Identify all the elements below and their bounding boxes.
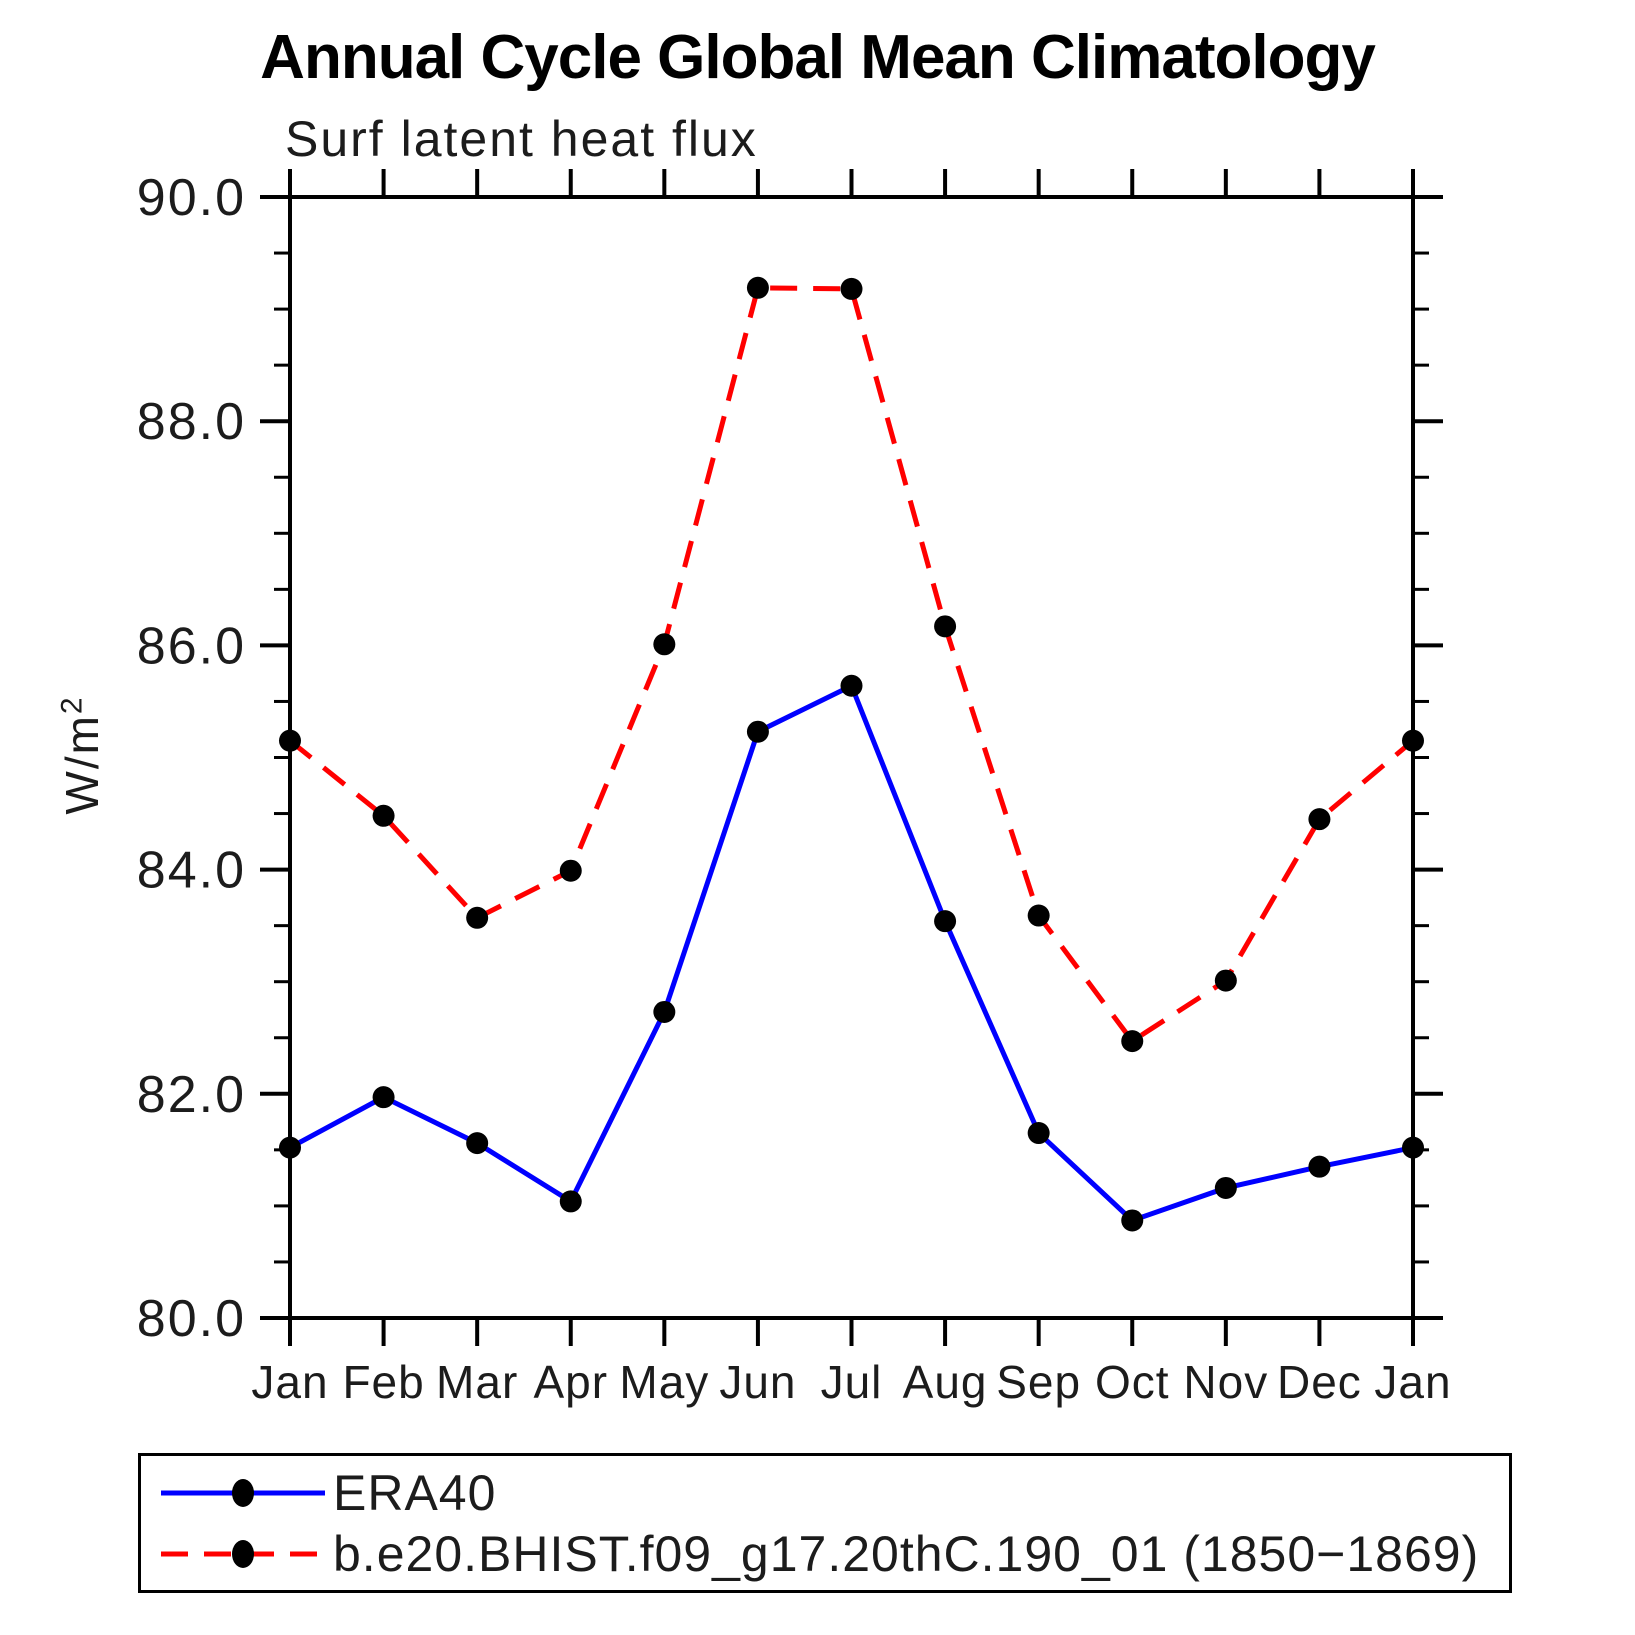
x-tick-label: Jan (1374, 1356, 1451, 1408)
legend-row-model: b.e20.BHIST.f09_g17.20thC.190_01 (1850−1… (153, 1525, 1509, 1583)
y-tick-label: 86.0 (137, 617, 246, 675)
legend-swatch-1 (161, 1539, 325, 1568)
model-line (288, 285, 1415, 1045)
model-data-point-marker (653, 633, 676, 656)
x-tick-label: Nov (1183, 1356, 1268, 1408)
era40-data-point-marker (279, 1136, 301, 1159)
legend-marker-1 (232, 1539, 254, 1568)
axis-frame (288, 195, 1415, 1320)
model-data-point-marker (1402, 729, 1424, 752)
y-tick-label: 90.0 (137, 169, 246, 227)
model-data-point-marker (1121, 1030, 1144, 1053)
era40-data-point-marker (559, 1190, 582, 1213)
era40-data-point-marker (934, 910, 957, 933)
model-data-point-marker (559, 859, 582, 882)
x-tick-label: Apr (533, 1356, 608, 1408)
legend-label-era40: ERA40 (333, 1464, 497, 1521)
y-tick-label: 88.0 (137, 393, 246, 451)
era40-data-point-marker (1402, 1136, 1424, 1159)
chart-subtitle: Surf latent heat flux (285, 111, 758, 167)
model-data-point-marker (1027, 904, 1050, 927)
era40-data-point-marker (746, 720, 769, 743)
legend-marker-0 (232, 1478, 254, 1507)
era40-data-point-marker (1308, 1155, 1331, 1178)
model-data-point-marker (746, 276, 769, 299)
x-tick-label: Jun (719, 1356, 796, 1408)
y-tick-label: 80.0 (137, 1290, 246, 1348)
x-tick-label: Feb (342, 1356, 424, 1408)
legend-swatch-0 (161, 1478, 325, 1507)
x-tick-label: May (619, 1356, 709, 1408)
legend: ERA40 b.e20.BHIST.f09_g17.20thC.190_01 (… (138, 1453, 1512, 1593)
model-data-point-marker (466, 906, 489, 929)
era40-data-point-marker (1121, 1209, 1144, 1232)
x-tick-label: Oct (1095, 1356, 1170, 1408)
model-data-point-marker (840, 277, 863, 300)
y-tick-label: 84.0 (137, 842, 246, 900)
era40-data-point-marker (466, 1132, 489, 1155)
x-tick-label: Dec (1277, 1356, 1362, 1408)
model-data-point-marker (372, 804, 395, 827)
era40-data-point-marker (840, 674, 863, 697)
model-data-point-marker (279, 729, 301, 752)
x-tick-label: Sep (996, 1356, 1081, 1408)
era40-data-point-marker (1027, 1122, 1050, 1145)
era40-data-point-marker (372, 1086, 395, 1109)
x-tick-label: Jan (251, 1356, 328, 1408)
era40-data-point-marker (1214, 1176, 1237, 1199)
model-data-point-marker (1308, 808, 1331, 831)
era40-data-point-marker (653, 1000, 676, 1023)
model-data-point-marker (934, 615, 957, 638)
chart-title: Annual Cycle Global Mean Climatology (260, 23, 1376, 92)
y-tick-label: 82.0 (137, 1066, 246, 1124)
x-tick-label: Aug (903, 1356, 988, 1408)
x-tick-label: Jul (821, 1356, 883, 1408)
x-tick-label: Mar (436, 1356, 518, 1408)
legend-row-era40: ERA40 (153, 1464, 1509, 1522)
model-data-point-marker (1214, 969, 1237, 992)
legend-label-model: b.e20.BHIST.f09_g17.20thC.190_01 (1850−1… (333, 1525, 1480, 1582)
